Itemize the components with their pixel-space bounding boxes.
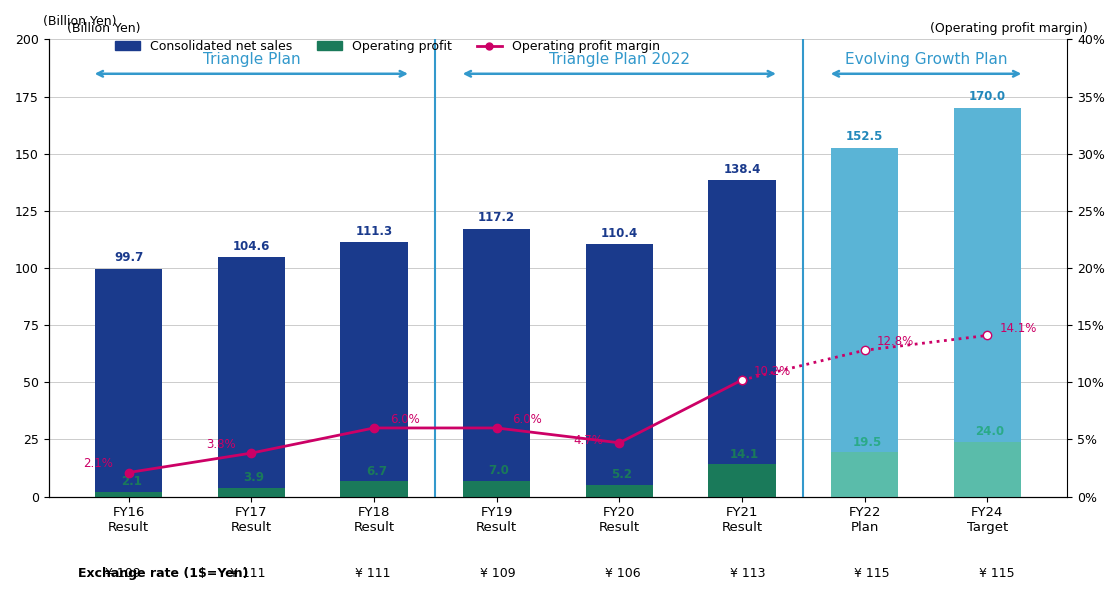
- Text: ¥ 115: ¥ 115: [855, 567, 890, 580]
- Text: Triangle Plan: Triangle Plan: [203, 52, 300, 67]
- Text: 3.9: 3.9: [243, 471, 264, 484]
- Text: ¥ 115: ¥ 115: [979, 567, 1015, 580]
- Text: ¥ 111: ¥ 111: [231, 567, 265, 580]
- Text: 12.8%: 12.8%: [877, 335, 914, 348]
- Bar: [217, 488, 286, 497]
- Text: ¥ 111: ¥ 111: [355, 567, 391, 580]
- Text: 2.1: 2.1: [121, 475, 141, 488]
- Text: (Operating profit margin): (Operating profit margin): [930, 22, 1088, 35]
- Bar: [831, 452, 898, 497]
- Text: 6.0%: 6.0%: [390, 413, 420, 426]
- Text: 6.7: 6.7: [366, 465, 386, 478]
- Text: (Billion Yen): (Billion Yen): [43, 15, 116, 28]
- Text: 104.6: 104.6: [233, 240, 270, 253]
- Bar: [340, 481, 408, 497]
- Text: 14.1%: 14.1%: [999, 322, 1037, 336]
- Bar: [95, 492, 162, 497]
- Text: 19.5: 19.5: [852, 436, 881, 448]
- Text: 170.0: 170.0: [969, 91, 1006, 103]
- Text: 152.5: 152.5: [846, 131, 884, 143]
- Bar: [586, 244, 653, 497]
- Text: ¥ 109: ¥ 109: [479, 567, 515, 580]
- Text: 5.2: 5.2: [612, 468, 633, 481]
- Legend: Consolidated net sales, Operating profit, Operating profit margin: Consolidated net sales, Operating profit…: [110, 35, 665, 58]
- Bar: [831, 148, 898, 497]
- Text: ¥ 109: ¥ 109: [105, 567, 141, 580]
- Bar: [463, 481, 531, 497]
- Text: 10.2%: 10.2%: [754, 365, 792, 378]
- Text: (Billion Yen): (Billion Yen): [67, 22, 141, 35]
- Text: 117.2: 117.2: [478, 211, 515, 224]
- Text: Evolving Growth Plan: Evolving Growth Plan: [844, 52, 1007, 67]
- Bar: [217, 257, 286, 497]
- Bar: [708, 180, 776, 497]
- Text: 110.4: 110.4: [600, 227, 638, 239]
- Text: 2.1%: 2.1%: [83, 457, 113, 470]
- Text: 6.0%: 6.0%: [513, 413, 542, 426]
- Text: 7.0: 7.0: [488, 464, 510, 477]
- Bar: [708, 464, 776, 497]
- Bar: [340, 242, 408, 497]
- Bar: [463, 229, 531, 497]
- Text: 4.7%: 4.7%: [573, 435, 604, 447]
- Text: ¥ 113: ¥ 113: [729, 567, 765, 580]
- Text: 138.4: 138.4: [724, 163, 760, 176]
- Text: 111.3: 111.3: [355, 224, 392, 238]
- Text: 99.7: 99.7: [114, 251, 143, 264]
- Text: Triangle Plan 2022: Triangle Plan 2022: [549, 52, 690, 67]
- Text: Exchange rate (1$=Yen): Exchange rate (1$=Yen): [78, 567, 249, 580]
- Text: ¥ 106: ¥ 106: [605, 567, 641, 580]
- Bar: [586, 485, 653, 497]
- Bar: [953, 108, 1021, 497]
- Text: 3.8%: 3.8%: [206, 438, 235, 451]
- Text: 14.1: 14.1: [730, 448, 759, 461]
- Text: 24.0: 24.0: [976, 425, 1005, 438]
- Bar: [953, 442, 1021, 497]
- Bar: [95, 269, 162, 497]
